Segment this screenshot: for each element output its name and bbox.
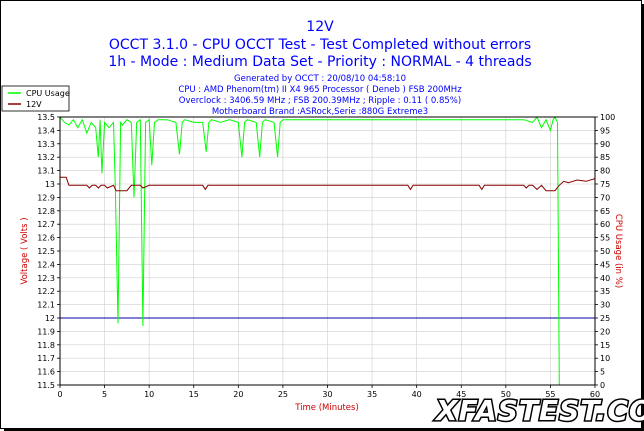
chart-title: 12V [306,19,334,35]
x-tick-label: 20 [233,390,243,399]
y-left-tick-label: 12.9 [37,193,55,202]
x-tick-label: 55 [545,390,555,399]
series-layer [59,115,596,386]
legend-label-cpu: CPU Usage [26,89,70,98]
y-right-tick-label: 95 [600,126,610,135]
x-tick-label: 5 [102,390,107,399]
legend-label-12v: 12V [26,100,42,109]
y-left-tick-label: 13.4 [37,126,55,135]
y-right-tick-label: 25 [600,314,610,323]
y-right-tick-label: 0 [600,381,605,390]
x-tick-label: 45 [456,390,466,399]
x-tick-label: 40 [412,390,422,399]
y-right-tick-label: 50 [600,247,610,256]
frame-shadow-right [641,4,644,431]
y-left-tick-label: 12.5 [37,247,55,256]
y-left-tick-label: 11.5 [37,381,55,390]
y-left-tick-label: 12.1 [37,301,55,310]
y-left-tick-label: 12.8 [37,207,55,216]
legend: CPU Usage 12V [1,85,70,112]
series-cpu-usage-line [59,115,595,386]
y-right-tick-label: 45 [600,260,610,269]
y-left-tick-label: 11.8 [37,341,55,350]
plot-border [59,116,596,386]
x-tick-label: 25 [278,390,288,399]
y-right-tick-label: 20 [600,327,610,336]
y-right-tick-label: 10 [600,354,610,363]
y-right-tick-label: 70 [600,193,610,202]
x-tick-label: 10 [144,390,154,399]
x-tick-label: 0 [57,390,62,399]
y-left-tick-label: 12.2 [37,287,55,296]
chart-subtitle-mode: 1h - Mode : Medium Data Set - Priority :… [108,54,531,70]
y-right-tick-label: 35 [600,287,610,296]
y-axis-right-label: CPU Usage (in %) [613,214,623,288]
y-left-tick-label: 13 [45,180,55,189]
x-tick-label: 60 [590,390,600,399]
y-left-tick-label: 12.6 [37,234,55,243]
grid [60,117,595,385]
x-tick-label: 30 [322,390,332,399]
y-right-tick-label: 15 [600,341,610,350]
y-left-tick-label: 13.5 [37,113,55,122]
y-left-tick-label: 13.1 [37,167,55,176]
info-cpu: CPU : AMD Phenom(tm) II X4 965 Processor… [178,85,462,95]
y-right-tick-label: 40 [600,274,610,283]
series-12v-line [60,176,596,192]
x-tick-label: 50 [501,390,511,399]
info-motherboard: Motherboard Brand :ASRock,Serie :880G Ex… [212,107,428,117]
y-right-tick-label: 5 [600,368,605,377]
info-generated: Generated by OCCT : 20/08/10 04:58:10 [234,74,406,84]
y-right-tick-label: 100 [600,113,615,122]
y-left-tick-label: 11.7 [37,354,55,363]
y-right-tick-label: 30 [600,301,610,310]
y-right-tick-label: 80 [600,167,610,176]
info-overclock: Overclock : 3406.59 MHz ; FSB 200.39MHz … [179,96,461,106]
legend-box [1,85,70,112]
watermark-brand: XFASTEST.COM [434,394,644,427]
x-axis-label: Time (Minutes) [294,403,359,413]
y-left-tick-label: 12 [45,314,55,323]
chart-subtitle-test: OCCT 3.1.0 - CPU OCCT Test - Test Comple… [109,37,531,53]
y-right-tick-label: 60 [600,220,610,229]
y-left-tick-label: 12.7 [37,220,55,229]
y-right-tick-label: 75 [600,180,610,189]
watermark-logo: XFASTEST.COM [433,393,644,429]
y-axis-left-label: Voltage ( Volts ) [20,217,30,284]
x-tick-label: 15 [189,390,199,399]
y-left-tick-label: 12.4 [37,260,55,269]
y-right-tick-label: 90 [600,140,610,149]
y-right-tick-label: 85 [600,153,610,162]
y-left-tick-label: 11.6 [37,368,55,377]
frame-shadow-bottom [4,428,644,431]
y-right-tick-label: 65 [600,207,610,216]
x-tick-label: 35 [367,390,377,399]
axis-ticks: 11.5 11.6 11.7 11.8 11.9 12 12.1 12.2 12.3 12.4 12… [37,113,615,399]
y-left-tick-label: 13.2 [37,153,55,162]
y-left-tick-label: 12.3 [37,274,55,283]
y-left-tick-label: 13.3 [37,140,55,149]
y-left-tick-label: 11.9 [37,327,55,336]
y-right-tick-label: 55 [600,234,610,243]
